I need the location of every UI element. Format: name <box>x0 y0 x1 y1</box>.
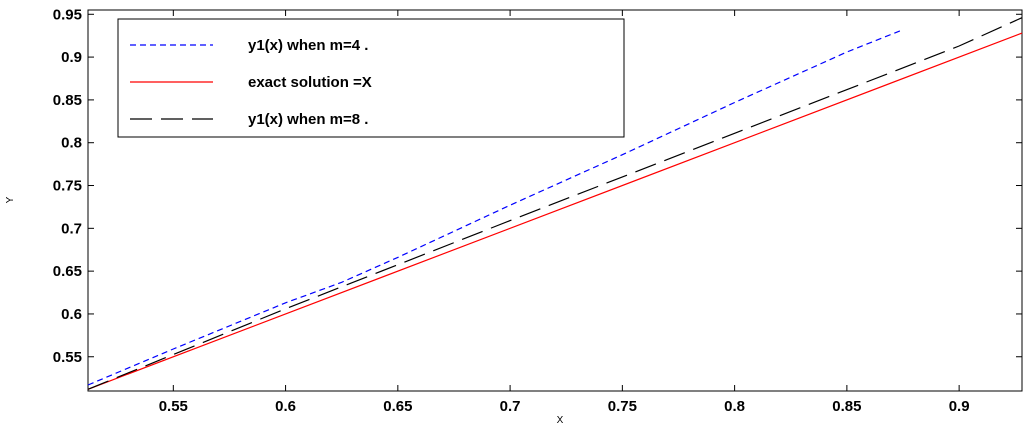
legend-items: y1(x) when m=4 . exact solution =X y1(x) w… <box>130 37 372 128</box>
y-tick-label: 0.6 <box>61 306 82 323</box>
y-tick-label: 0.85 <box>53 92 82 109</box>
y-axis-label: Y <box>5 196 16 203</box>
y-tick-label: 0.75 <box>53 178 82 195</box>
x-tick-label: 0.9 <box>949 398 970 415</box>
y-axis-ticks: 0.55 0.6 0.65 0.7 0.75 0.8 0.85 0.9 0.95 <box>53 6 1022 366</box>
x-tick-label: 0.7 <box>500 398 521 415</box>
y-tick-label: 0.55 <box>53 349 82 366</box>
y-tick-label: 0.9 <box>61 49 82 66</box>
x-axis-ticks: 0.55 0.6 0.65 0.7 0.75 0.8 0.85 0.9 <box>159 10 970 415</box>
series-line-2 <box>87 32 1023 390</box>
y-tick-label: 0.7 <box>61 220 82 237</box>
x-tick-label: 0.6 <box>275 398 296 415</box>
legend-label-1: y1(x) when m=4 . <box>248 37 368 54</box>
x-tick-label: 0.8 <box>724 398 745 415</box>
legend: y1(x) when m=4 . exact solution =X y1(x) w… <box>117 18 625 138</box>
y-tick-label: 0.8 <box>61 135 82 152</box>
legend-label-2: exact solution =X <box>248 74 372 91</box>
x-tick-label: 0.55 <box>159 398 188 415</box>
legend-label-3: y1(x) when m=8 . <box>248 111 368 128</box>
series-line-3 <box>87 17 1023 390</box>
x-tick-label: 0.65 <box>383 398 412 415</box>
series-line-1 <box>87 29 904 386</box>
legend-box <box>117 18 625 138</box>
x-axis-label: X <box>557 415 564 426</box>
series-layer <box>87 17 1023 390</box>
x-tick-label: 0.75 <box>608 398 637 415</box>
x-tick-label: 0.85 <box>832 398 861 415</box>
y-tick-label: 0.95 <box>53 6 82 23</box>
y-tick-label: 0.65 <box>53 263 82 280</box>
